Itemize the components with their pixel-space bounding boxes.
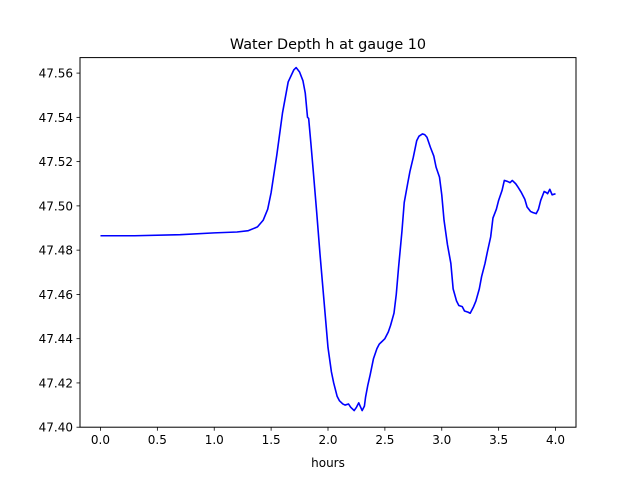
- y-tick-label: 47.40: [39, 421, 73, 435]
- series-line: [100, 66, 556, 412]
- x-tick-label: 3.0: [432, 433, 451, 447]
- y-tick-label: 47.44: [39, 332, 73, 346]
- plot-frame: [79, 57, 577, 428]
- y-tick-label: 47.46: [39, 288, 73, 302]
- x-tick-label: 0.0: [91, 433, 110, 447]
- y-tick-label: 47.42: [39, 376, 73, 390]
- x-tick-label: 1.0: [205, 433, 224, 447]
- y-tick-label: 47.56: [39, 67, 73, 81]
- plot-area: [100, 66, 556, 412]
- x-tick-label: 2.5: [375, 433, 394, 447]
- x-axis-label: hours: [311, 456, 345, 470]
- y-tick-label: 47.54: [39, 111, 73, 125]
- x-tick-label: 3.5: [489, 433, 508, 447]
- y-axis: 47.40 47.42 47.44 47.46 47.48 47.50 47.52 47.54…: [39, 67, 80, 435]
- x-tick-label: 0.5: [148, 433, 167, 447]
- x-tick-label: 4.0: [546, 433, 565, 447]
- x-axis: 0.0 0.5 1.0 1.5 2.0 2.5 3.0 3.5 4.0: [91, 427, 565, 447]
- y-tick-label: 47.48: [39, 244, 73, 258]
- y-tick-label: 47.50: [39, 199, 73, 213]
- x-tick-label: 1.5: [262, 433, 281, 447]
- chart-title: Water Depth h at gauge 10: [230, 37, 426, 53]
- y-tick-label: 47.52: [39, 155, 73, 169]
- x-tick-label: 2.0: [318, 433, 337, 447]
